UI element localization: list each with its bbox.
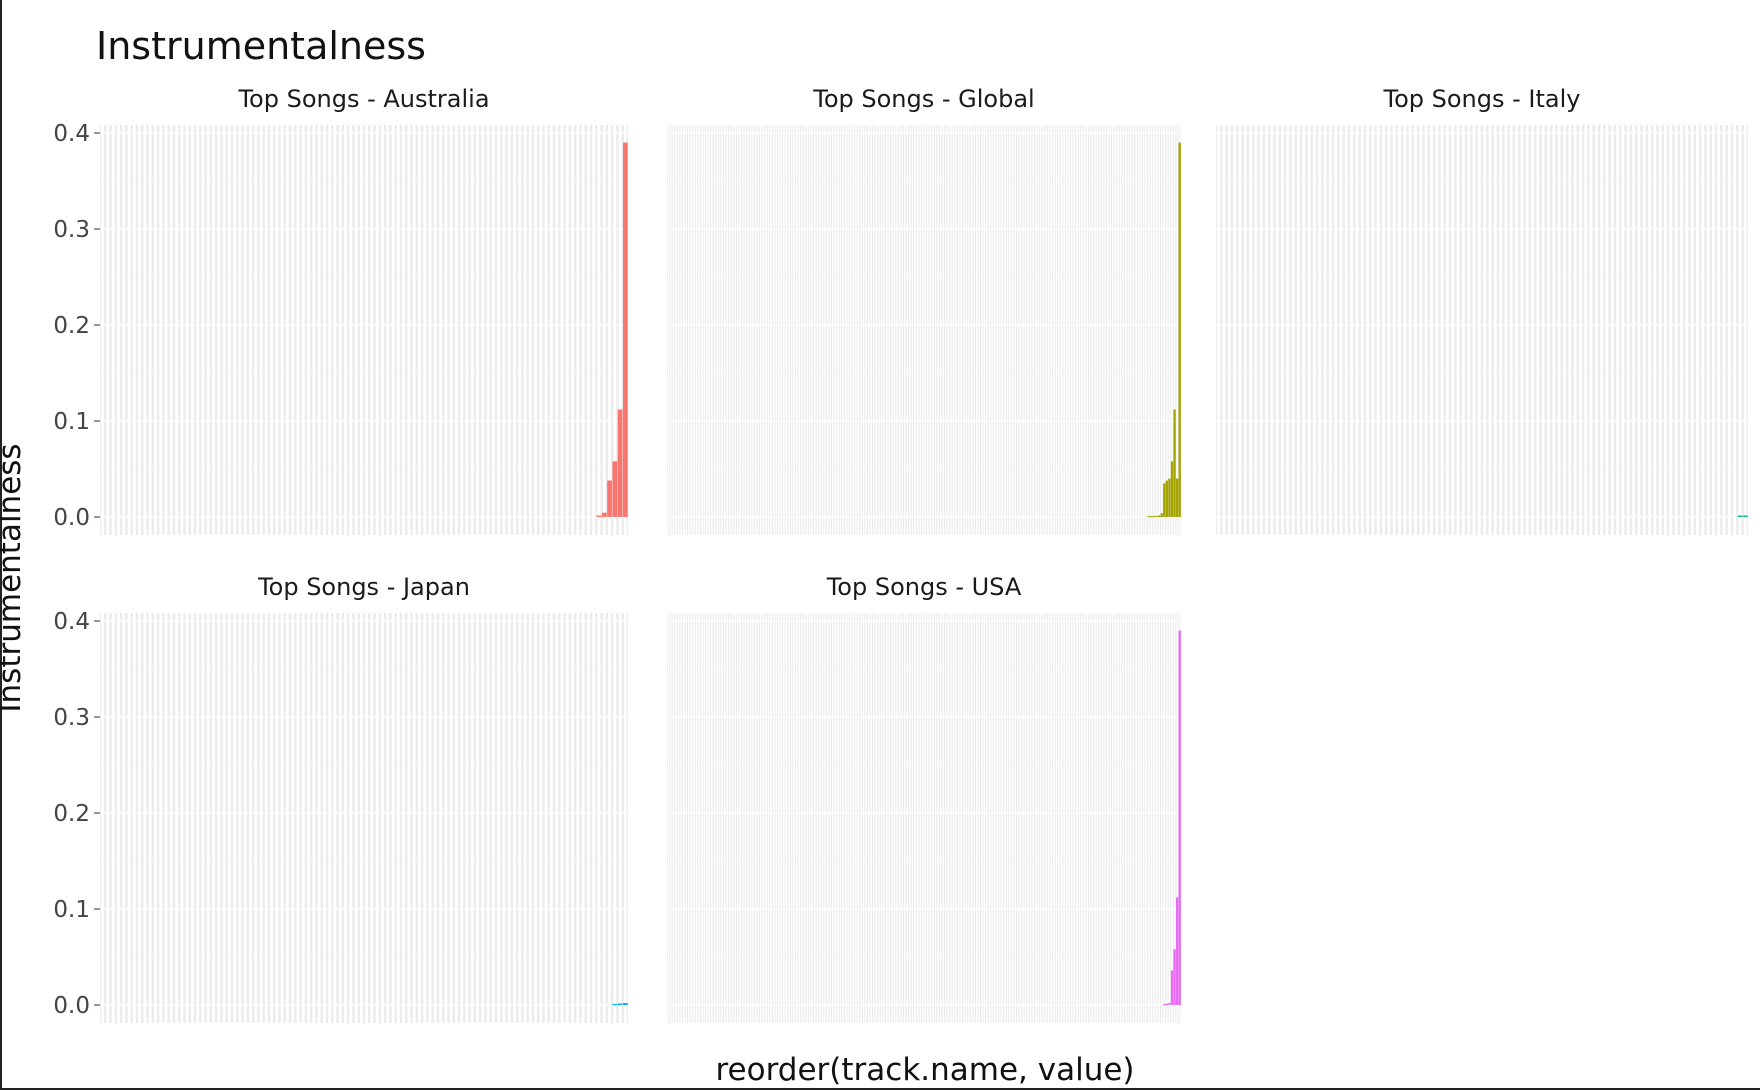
y-tick-label: 0.3	[53, 217, 90, 243]
bar-italy	[1742, 515, 1748, 517]
facet-label-australia: Top Songs - Australia	[237, 85, 489, 113]
y-tick-label: 0.3	[53, 705, 90, 731]
facet-label-usa: Top Songs - USA	[826, 573, 1022, 601]
bar-usa	[1163, 1004, 1166, 1006]
bar-australia	[607, 480, 612, 517]
bar-australia	[596, 515, 602, 517]
panel-background-australia	[100, 125, 628, 535]
bar-global	[1157, 515, 1161, 517]
y-tick-label: 0.1	[53, 897, 90, 923]
bar-australia	[617, 409, 623, 517]
bar-australia	[622, 142, 628, 517]
bar-global	[1168, 478, 1171, 517]
y-tick-label: 0.4	[53, 609, 90, 635]
bar-australia	[601, 512, 607, 517]
panel-background-global	[667, 125, 1181, 535]
bar-global	[1160, 513, 1163, 517]
bar-japan	[612, 1004, 618, 1006]
bar-global	[1165, 480, 1169, 517]
bar-usa	[1170, 970, 1174, 1005]
panel-background-usa	[667, 613, 1181, 1023]
bar-usa	[1178, 630, 1181, 1005]
chart-title: Instrumentalness	[96, 24, 426, 68]
bar-global	[1155, 515, 1158, 518]
bar-australia	[612, 461, 618, 517]
bar-usa	[1173, 949, 1176, 1005]
y-tick-label: 0.4	[53, 121, 90, 147]
bar-italy	[1737, 515, 1743, 517]
bar-global	[1152, 516, 1156, 518]
bar-global	[1150, 516, 1153, 518]
y-tick-label: 0.2	[53, 313, 90, 339]
bar-global	[1163, 483, 1166, 517]
x-axis-label: reorder(track.name, value)	[715, 1052, 1135, 1088]
facet-label-italy: Top Songs - Italy	[1383, 85, 1581, 113]
bar-global	[1170, 461, 1174, 517]
bar-global	[1147, 516, 1151, 518]
bar-japan	[622, 1003, 628, 1005]
bar-japan	[617, 1003, 623, 1005]
facet-label-japan: Top Songs - Japan	[257, 573, 470, 601]
y-tick-label: 0.1	[53, 409, 90, 435]
bar-usa	[1168, 1003, 1171, 1005]
y-tick-label: 0.0	[53, 505, 90, 531]
panel-background-japan	[100, 613, 628, 1023]
bar-global	[1178, 142, 1181, 517]
bar-global	[1173, 409, 1176, 517]
facet-label-global: Top Songs - Global	[812, 85, 1034, 113]
y-tick-label: 0.0	[53, 993, 90, 1019]
bar-usa	[1165, 1003, 1169, 1005]
panel-background-italy	[1216, 125, 1748, 535]
bar-global	[1175, 478, 1179, 517]
y-tick-label: 0.2	[53, 801, 90, 827]
bar-usa	[1175, 897, 1179, 1005]
